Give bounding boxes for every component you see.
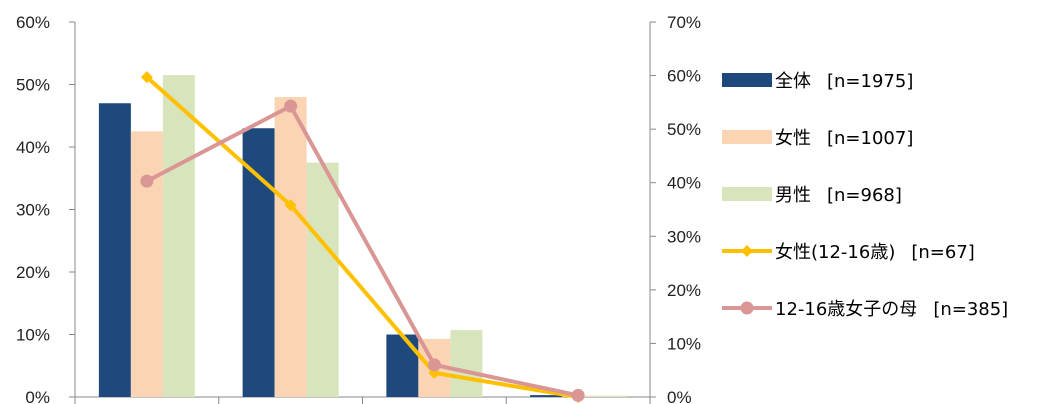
legend-sample-size: [n=67] [911,242,974,263]
legend-swatch [722,73,772,87]
right-tick-label: 10% [667,334,701,353]
bar [594,395,627,397]
circle-marker [140,174,154,188]
bar [306,162,339,397]
right-tick-label: 30% [667,227,701,246]
left-tick-label: 10% [16,326,50,345]
bar [450,330,483,397]
bar [98,103,131,397]
legend-label: 12-16歳女子の母 [n=385] [775,299,1008,320]
left-tick-label: 40% [16,138,50,157]
right-tick-label: 0% [667,388,692,404]
left-tick-label: 50% [16,76,50,95]
bar [242,128,275,397]
right-tick-label: 40% [667,174,701,193]
right-y-axis: 0% 10% 20% 30% 40% 50% 60% 70% [649,13,701,404]
x-axis [74,396,651,404]
right-tick-label: 50% [667,120,701,139]
circle-marker [427,358,441,372]
circle-marker [571,388,585,402]
circle-marker [284,99,298,113]
left-tick-label: 20% [16,263,50,282]
left-tick-label: 60% [16,13,50,32]
legend-diamond-marker [741,245,753,257]
legend-label: 男性 [n=968] [775,185,902,206]
bar [274,97,307,397]
legend-swatch [722,187,772,201]
right-tick-label: 70% [667,13,701,32]
legend: 全体 [n=1975] 女性 [n=1007] 男性 [n=968] 女性(12-16歳) [… [722,71,1008,320]
legend-series-name: 男性 [775,185,811,206]
bar [386,334,419,397]
legend-series-name: 全体 [775,71,811,92]
legend-sample-size: [n=1007] [827,128,913,149]
legend-circle-marker [740,301,754,315]
legend-sample-size: [n=1975] [827,71,913,92]
right-tick-label: 20% [667,281,701,300]
left-y-axis: 0% 10% 20% 30% 40% 50% 60% [16,13,76,404]
diamond-marker [284,199,297,212]
legend-series-name: 女性(12-16歳) [775,242,895,263]
right-tick-label: 60% [667,67,701,86]
legend-series-name: 12-16歳女子の母 [775,299,917,320]
bar [530,395,563,397]
legend-label: 女性(12-16歳) [n=67] [775,242,975,263]
legend-series-name: 女性 [775,128,811,149]
series-line [145,75,579,399]
legend-label: 女性 [n=1007] [775,128,913,149]
line-series-group [140,71,585,403]
legend-sample-size: [n=968] [827,185,902,206]
series-line [145,104,579,398]
diamond-marker [140,71,153,84]
legend-swatch [722,130,772,144]
bar [162,75,195,397]
left-tick-label: 0% [25,388,50,404]
legend-label: 全体 [n=1975] [775,71,913,92]
left-tick-label: 30% [16,201,50,220]
bar [130,131,163,397]
legend-sample-size: [n=385] [933,299,1008,320]
